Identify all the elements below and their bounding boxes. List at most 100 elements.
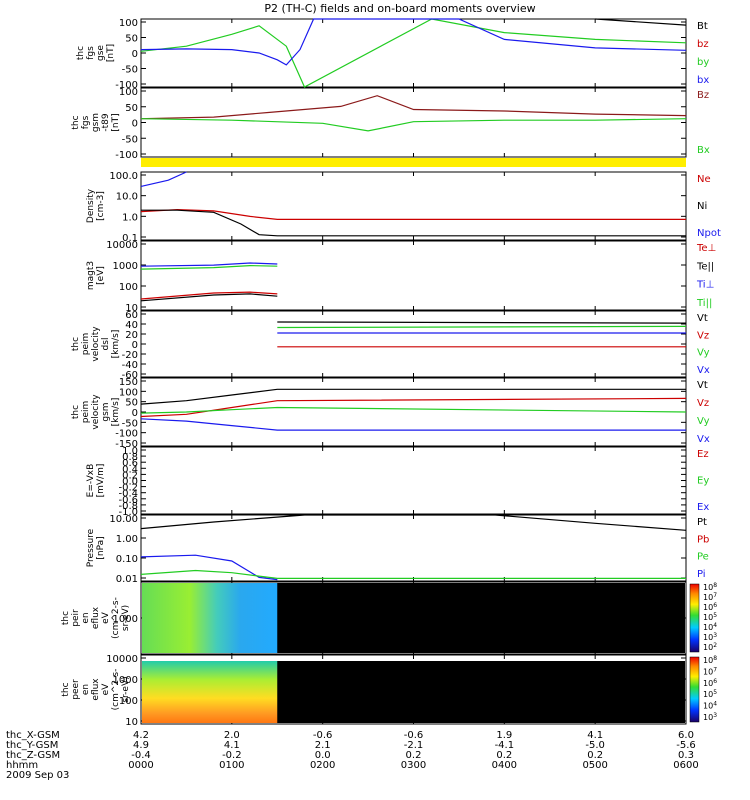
legend-efield: Ex [697, 502, 709, 513]
xaxis-row-label: hhmm [6, 760, 38, 771]
legend-pressure: Pt [697, 517, 707, 528]
ytick-label: 0.4 [122, 464, 138, 475]
ylabel-line: gsm [101, 402, 111, 421]
series-temperature-Ti⊥ [140, 262, 278, 267]
ytick-label: -0.8 [118, 501, 138, 512]
series-velocity-dsl-Vy [277, 325, 687, 329]
series-pressure-Pt [140, 514, 687, 531]
xaxis-value: 0300 [401, 760, 426, 771]
ylabel-line: Density [86, 188, 96, 223]
ylabel-line: E=-VxB [86, 464, 96, 498]
ylabel-line: gsm [91, 113, 101, 132]
ytick-label: 0.10 [116, 554, 138, 565]
ylabel-line: [km/s] [111, 330, 121, 359]
ylabel-line: Pressure [86, 528, 96, 567]
colorbar-exponent: 5 [713, 689, 717, 696]
colorbar-exponent: 8 [713, 582, 717, 589]
ylabel-line: gse [96, 45, 106, 61]
legend-fgs-gse: bx [697, 75, 709, 86]
colorbar-label: 108 [703, 655, 717, 665]
colorbar-exponent: 6 [713, 678, 717, 685]
xaxis-value: 0100 [219, 760, 244, 771]
colorbar-exponent: 7 [713, 592, 717, 599]
panel-frame-fgs-gsm [140, 87, 687, 158]
ytick-label: -100 [115, 429, 138, 440]
colorbar-exponent: 8 [713, 655, 717, 662]
ytick-label: -100 [115, 80, 138, 91]
colorbar-label: 108 [703, 582, 717, 592]
ytick-label: -150 [115, 439, 138, 450]
ytick-label: -50 [122, 134, 138, 145]
ytick-label: 10.0 [116, 192, 138, 203]
ylabel-line: en [81, 612, 91, 623]
lines-layer [140, 18, 687, 581]
ytick-label: 100 [119, 696, 138, 707]
ylabel-line: peir [71, 609, 81, 627]
ylabel-line: thc [71, 115, 81, 129]
ylabel-line: velocity [91, 394, 101, 430]
ytick-label: 1000 [113, 614, 138, 625]
series-density-Npot [140, 171, 187, 187]
legend-fgs-gsm: Bz [697, 90, 709, 101]
ytick-label: -0.4 [118, 489, 138, 500]
ylabel-line: thc [61, 682, 71, 696]
separator-strip [141, 158, 686, 167]
colorbar-exponent: 6 [713, 602, 717, 609]
ylabel-line: (cm^2-s- [111, 597, 121, 639]
xaxis-value: 0.2 [496, 750, 512, 761]
series-velocity-dsl-Vt [277, 321, 687, 324]
legend-temperature: Te⊥ [696, 243, 716, 254]
legend-fgs-gse: by [697, 57, 709, 68]
ylabel-line: peim [81, 401, 91, 424]
xaxis-value: -0.4 [131, 750, 151, 761]
colorbar-label: 105 [703, 612, 717, 622]
ylabel-line: [nT] [111, 113, 121, 131]
legend-fgs-gse: bz [697, 39, 709, 50]
series-temperature-Ti|| [140, 264, 278, 270]
ytick-label: 20 [125, 330, 138, 341]
ylabel-line: eV [101, 683, 111, 696]
ylabel-line: [km/s] [111, 398, 121, 427]
colorbar-peer-spec [689, 656, 700, 723]
colorbar-label: 103 [703, 712, 717, 722]
xaxis-value: 0.3 [678, 750, 694, 761]
ytick-label: 1.0 [122, 212, 138, 223]
ytick-label: 0 [132, 408, 138, 419]
peir-spectrogram-fill [142, 583, 279, 653]
ylabel-line: fgs [81, 115, 91, 129]
colorbar-exponent: 7 [713, 666, 717, 673]
ylabel-line: fgs [86, 46, 96, 60]
xaxis-value: 0600 [673, 760, 698, 771]
colorbar-exponent: 3 [713, 632, 717, 639]
ylabel-line: [mV/m] [96, 464, 106, 498]
legend-temperature: Te|| [696, 261, 714, 272]
ytick-label: 60 [125, 310, 138, 321]
ytick-label: 40 [125, 320, 138, 331]
colorbar-exponent: 4 [713, 701, 717, 708]
ytick-label: 10 [125, 717, 138, 728]
ylabel-line: eV [101, 611, 111, 624]
ylabel-line: [nPa] [96, 536, 106, 559]
xaxis-value: 6.0 [678, 730, 694, 741]
xaxis-value: 0400 [492, 760, 517, 771]
legend-density: Ni [697, 201, 707, 212]
ylabel-line: thc [76, 46, 86, 60]
colorbar-label: 104 [703, 701, 717, 711]
series-velocity-gsm-Vx [140, 418, 686, 431]
ylabel-line: thc [71, 405, 81, 419]
ylabel-line: peer [71, 679, 81, 700]
ylabel-line: eflux [91, 678, 101, 701]
colorbar-label: 106 [703, 602, 717, 612]
ytick-label: 0 [132, 340, 138, 351]
ytick-label: 1.0 [122, 446, 138, 457]
ylabel-line: -t89 [101, 113, 111, 132]
legend-temperature: Ti|| [696, 298, 712, 309]
legend-velocity-dsl: Vy [697, 348, 710, 359]
colorbar-label: 102 [703, 642, 717, 652]
xaxis-row-label: thc_Z-GSM [6, 750, 60, 761]
colorbar-label: 104 [703, 622, 717, 632]
ytick-label: 0.2 [122, 470, 138, 481]
legend-pressure: Pi [697, 569, 706, 580]
peer-spectrogram-fill [142, 661, 279, 723]
ytick-label: 150 [119, 377, 138, 388]
